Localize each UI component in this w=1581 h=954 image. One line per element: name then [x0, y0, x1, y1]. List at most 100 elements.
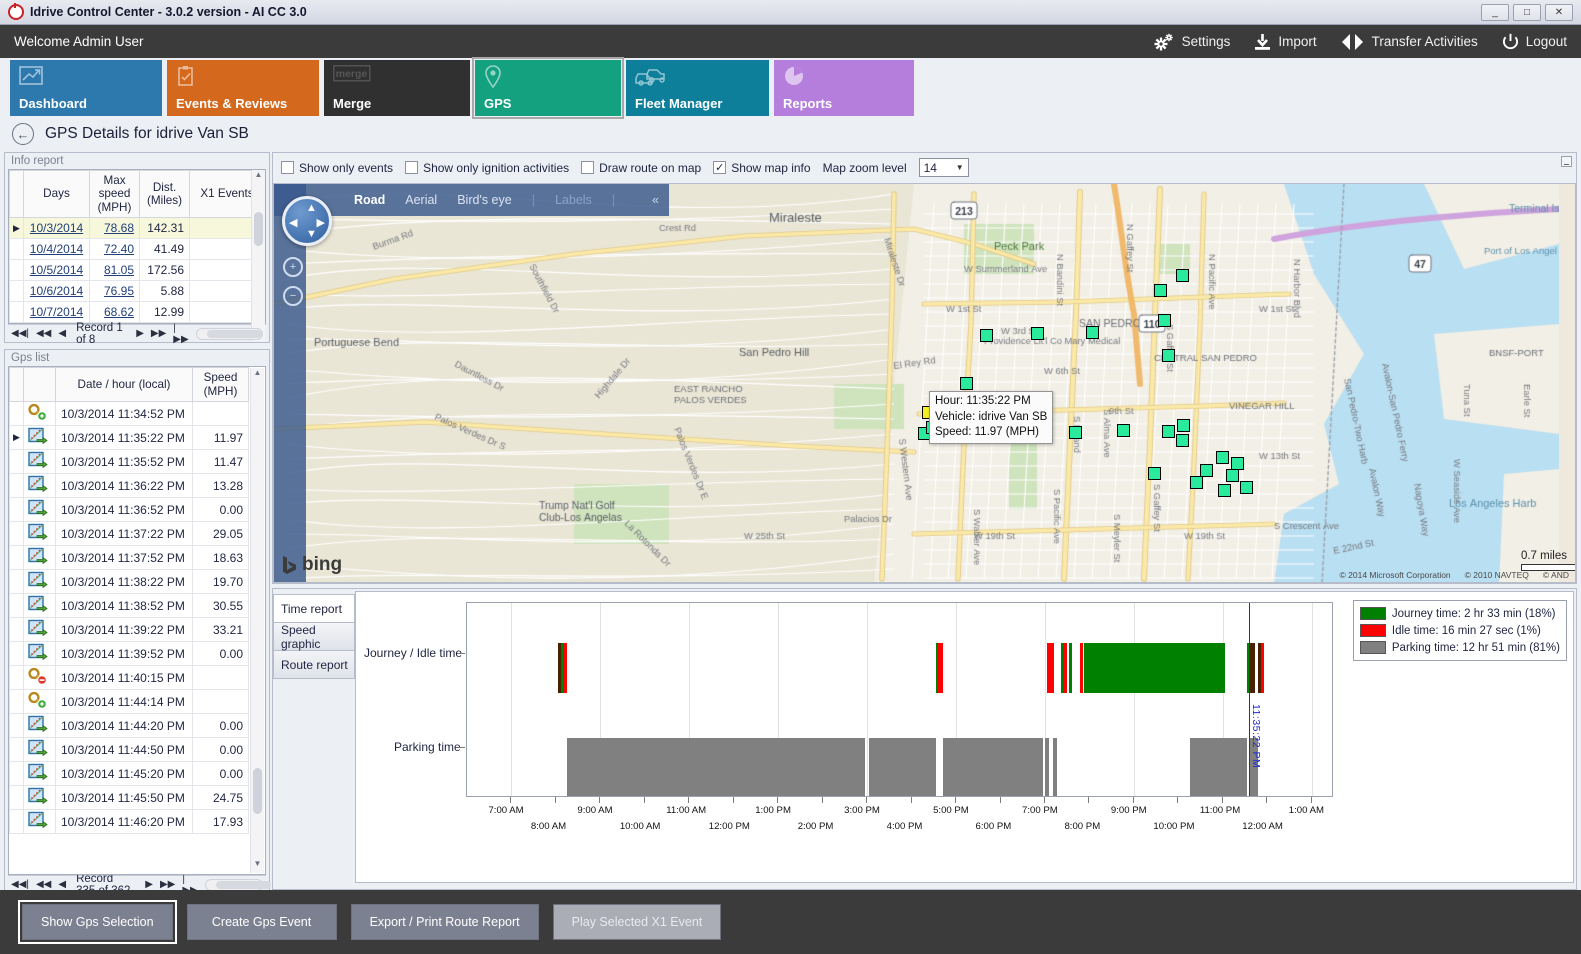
map-marker[interactable] — [1086, 326, 1099, 339]
map-marker[interactable] — [1226, 469, 1239, 482]
col-speed[interactable]: Speed (MPH) — [192, 367, 249, 403]
pan-right-icon[interactable]: ▶ — [316, 217, 325, 229]
map-marker[interactable] — [1162, 349, 1175, 362]
scroll-up-icon[interactable]: ▲ — [254, 170, 263, 179]
table-row[interactable]: 10/4/2014 72.40 41.49 — [9, 238, 265, 261]
nav-tile-reports[interactable]: Reports — [774, 60, 914, 116]
nav-prev-icon[interactable]: ◀ — [58, 879, 67, 891]
map-pan-control[interactable]: ▲ ▼ ◀ ▶ — [282, 196, 332, 246]
show-gps-selection-button[interactable]: Show Gps Selection — [18, 900, 177, 944]
show-only-ignition-checkbox[interactable]: Show only ignition activities — [405, 161, 569, 175]
chart-cursor-line[interactable] — [1249, 603, 1251, 796]
table-row[interactable]: ▶ 10/3/2014 78.68 142.31 — [9, 217, 265, 240]
table-row[interactable]: 10/6/2014 76.95 5.88 — [9, 280, 265, 303]
map-zoom-level-select[interactable]: 14 ▼ — [918, 158, 969, 177]
table-row[interactable]: 10/3/2014 11:44:14 PM — [9, 689, 265, 715]
import-button[interactable]: Import — [1254, 33, 1317, 51]
map-layer-aerial[interactable]: Aerial — [405, 193, 438, 207]
nav-first-icon[interactable]: ◀◀| — [11, 328, 29, 340]
table-row[interactable]: 10/3/2014 11:37:52 PM 18.63 — [9, 545, 265, 571]
scroll-down-icon[interactable]: ▼ — [253, 859, 262, 869]
transfer-activities-button[interactable]: Transfer Activities — [1341, 33, 1478, 51]
cell-max-speed[interactable]: 78.68 — [89, 217, 140, 240]
map-layer-road[interactable]: Road — [354, 193, 386, 207]
scroll-thumb[interactable] — [253, 768, 262, 815]
table-row[interactable]: 10/3/2014 11:34:52 PM — [9, 401, 265, 427]
checkbox-box[interactable] — [281, 161, 294, 174]
map-panel-minimize-icon[interactable] — [1561, 156, 1572, 167]
table-row[interactable]: 10/3/2014 11:37:22 PM 29.05 — [9, 521, 265, 547]
map-marker[interactable] — [1240, 481, 1253, 494]
map-marker[interactable] — [1148, 467, 1161, 480]
checkbox-box[interactable] — [581, 161, 595, 174]
table-row[interactable]: 10/3/2014 11:36:52 PM 0.00 — [9, 497, 265, 523]
map-marker[interactable] — [1218, 484, 1231, 497]
nav-tile-dashboard[interactable]: Dashboard — [10, 60, 162, 116]
settings-button[interactable]: Settings — [1153, 33, 1230, 51]
cell-max-speed[interactable]: 81.05 — [89, 259, 140, 282]
table-row[interactable]: 10/3/2014 11:44:50 PM 0.00 — [9, 737, 265, 763]
cell-max-speed[interactable]: 76.95 — [89, 280, 140, 303]
scroll-up-icon[interactable]: ▲ — [253, 368, 262, 378]
nav-next-icon[interactable]: ▶ — [145, 879, 153, 891]
col-max-speed[interactable]: Max speed (MPH) — [89, 169, 140, 219]
map-layer-birdseye[interactable]: Bird's eye — [457, 193, 512, 207]
table-row[interactable]: ▶ 10/3/2014 11:35:22 PM 11.97 — [9, 425, 265, 451]
map-marker[interactable] — [1190, 476, 1203, 489]
table-row[interactable]: 10/7/2014 68.62 12.99 — [9, 301, 265, 324]
cell-max-speed[interactable]: 72.40 — [89, 238, 140, 261]
col-days[interactable]: Days — [23, 169, 90, 219]
cell-day[interactable]: 10/5/2014 — [23, 259, 90, 282]
zoom-in-button[interactable]: + — [283, 257, 303, 277]
nav-next-icon[interactable]: ▶ — [136, 328, 144, 340]
cell-day[interactable]: 10/3/2014 — [23, 217, 90, 240]
nav-tile-gps[interactable]: GPS — [472, 57, 624, 119]
nav-prev-icon[interactable]: ◀ — [58, 328, 67, 340]
table-row[interactable]: 10/3/2014 11:38:52 PM 30.55 — [9, 593, 265, 619]
maximize-button[interactable]: □ — [1513, 3, 1541, 21]
gps-list-scrollbar[interactable]: ▲ ▼ — [250, 368, 264, 874]
nav-tile-events-reviews[interactable]: Events & Reviews — [167, 60, 319, 116]
tab-route-report[interactable]: Route report — [273, 650, 355, 679]
map-viewport[interactable]: Road Aerial Bird's eye | Labels | « ▲ ▼ … — [273, 183, 1576, 583]
checkbox-box[interactable]: ✓ — [713, 161, 727, 174]
map-marker[interactable] — [1162, 425, 1175, 438]
nav-last-icon[interactable]: |▶▶ — [173, 322, 189, 345]
map-marker[interactable] — [1158, 314, 1171, 327]
table-row[interactable]: 10/3/2014 11:36:22 PM 13.28 — [9, 473, 265, 499]
nav-next-page-icon[interactable]: ▶▶ — [150, 328, 167, 340]
table-row[interactable]: 10/3/2014 11:45:50 PM 24.75 — [9, 785, 265, 811]
nav-prev-page-icon[interactable]: ◀◀ — [35, 328, 52, 340]
info-report-hscrollbar[interactable] — [195, 327, 263, 340]
nav-tile-fleet-manager[interactable]: Fleet Manager — [626, 60, 769, 116]
info-report-grid[interactable]: Days Max speed (MPH) Dist. (Miles) — [8, 169, 266, 342]
chart-plot-area[interactable] — [466, 602, 1333, 797]
cell-day[interactable]: 10/4/2014 — [23, 238, 90, 261]
col-date-hour[interactable]: Date / hour (local) — [55, 367, 193, 403]
table-row[interactable]: 10/3/2014 11:39:52 PM 0.00 — [9, 641, 265, 667]
pan-up-icon[interactable]: ▲ — [306, 202, 317, 214]
gps-list-grid[interactable]: Date / hour (local) Speed (MPH) 10/3/2014… — [8, 366, 266, 876]
close-button[interactable]: ✕ — [1545, 3, 1573, 21]
export-print-route-report-button[interactable]: Export / Print Route Report — [350, 904, 539, 940]
map-marker[interactable] — [960, 377, 973, 390]
nav-tile-merge[interactable]: merge Merge — [324, 60, 470, 116]
map-marker[interactable] — [1200, 464, 1213, 477]
map-marker[interactable] — [1031, 327, 1044, 340]
draw-route-checkbox[interactable]: Draw route on map — [581, 161, 701, 175]
map-toolbar-collapse-icon[interactable]: « — [652, 193, 659, 207]
nav-first-icon[interactable]: ◀◀| — [11, 879, 29, 891]
zoom-out-button[interactable]: − — [283, 286, 303, 306]
cell-max-speed[interactable]: 68.62 — [89, 301, 140, 324]
map-marker[interactable] — [1216, 451, 1229, 464]
logout-button[interactable]: Logout — [1502, 33, 1567, 51]
table-row[interactable]: 10/3/2014 11:39:22 PM 33.21 — [9, 617, 265, 643]
nav-prev-page-icon[interactable]: ◀◀ — [35, 879, 52, 891]
table-row[interactable]: 10/3/2014 11:40:15 PM — [9, 665, 265, 691]
play-selected-x1-event-button[interactable]: Play Selected X1 Event — [552, 904, 722, 940]
pan-left-icon[interactable]: ◀ — [289, 217, 298, 229]
table-row[interactable]: 10/3/2014 11:35:52 PM 11.47 — [9, 449, 265, 475]
map-layer-labels[interactable]: Labels — [554, 193, 592, 207]
tab-speed-graphic[interactable]: Speed graphic — [273, 622, 355, 651]
create-gps-event-button[interactable]: Create Gps Event — [186, 904, 337, 940]
